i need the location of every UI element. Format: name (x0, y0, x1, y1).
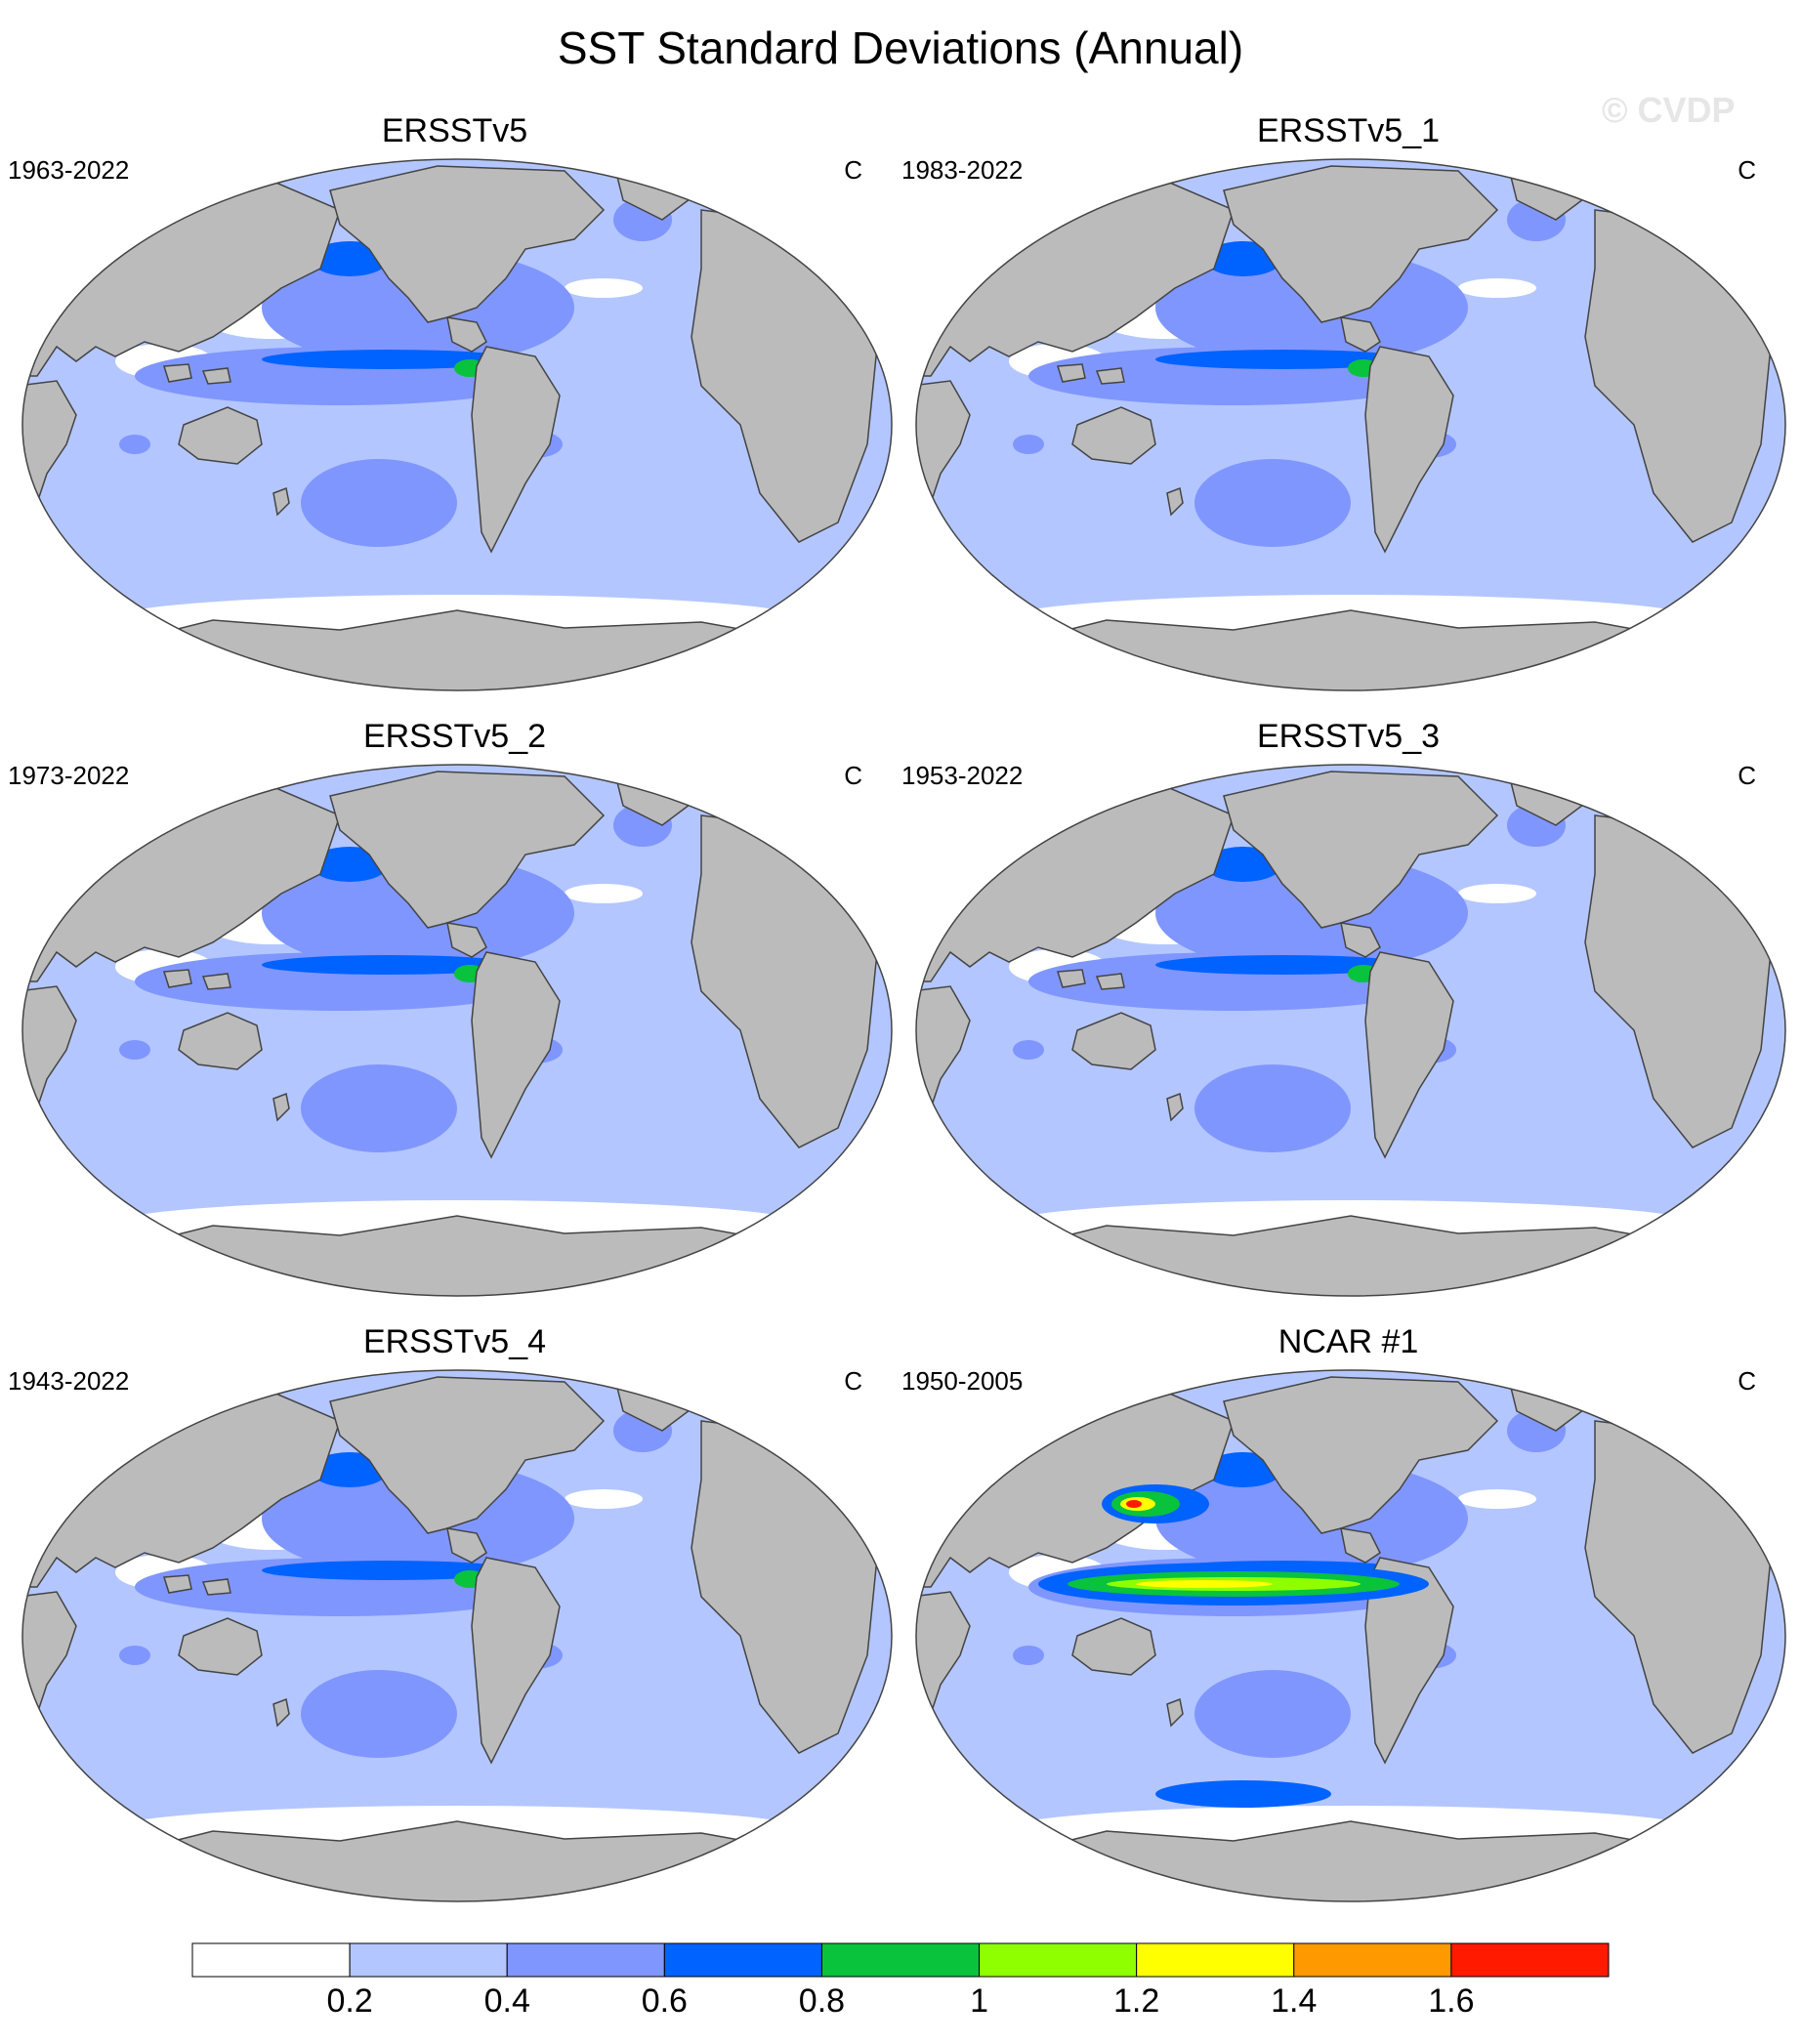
colorbar-swatch (191, 1942, 351, 1978)
map-panel: ERSSTv5_4 1943-2022 C (8, 1323, 901, 1865)
panel-title: ERSSTv5_2 (362, 718, 547, 755)
panel-title: ERSSTv5_1 (1256, 112, 1441, 149)
panel-title: ERSSTv5 (381, 112, 528, 149)
colorbar-label: 0.6 (641, 1982, 688, 2020)
world-map-ncar (911, 1362, 1790, 1909)
colorbar-swatch (506, 1942, 665, 1978)
panel-title: ERSSTv5_3 (1256, 718, 1441, 755)
panel-unit: C (844, 155, 862, 185)
colorbar-swatch (1450, 1942, 1610, 1978)
map-panel: ERSSTv5_3 1953-2022 C (901, 718, 1795, 1260)
colorbar-label: 1.6 (1428, 1982, 1475, 2020)
colorbar-label: 1.2 (1113, 1982, 1160, 2020)
panel-period: 1950-2005 (901, 1366, 1024, 1396)
map-panel: ERSSTv5 1963-2022 C (8, 112, 901, 654)
colorbar-label: 0.8 (798, 1982, 846, 2020)
colorbar-swatch (663, 1942, 822, 1978)
world-map (18, 757, 897, 1304)
colorbar-swatch (820, 1942, 981, 1978)
panel-period: 1953-2022 (901, 761, 1024, 790)
world-map (18, 1362, 897, 1909)
colorbar-swatch (1136, 1942, 1295, 1978)
panel-period: 1983-2022 (901, 155, 1024, 185)
colorbar-swatch (979, 1942, 1138, 1978)
panel-period: 1963-2022 (8, 155, 130, 185)
figure-title: SST Standard Deviations (Annual) (557, 22, 1244, 73)
panel-title: NCAR #1 (1277, 1323, 1419, 1360)
map-panel: ERSSTv5_1 1983-2022 C (901, 112, 1795, 654)
map-panel: ERSSTv5_2 1973-2022 C (8, 718, 901, 1260)
panel-unit: C (1738, 1366, 1756, 1396)
colorbar-label: 0.4 (483, 1982, 530, 2020)
world-map (911, 151, 1790, 698)
colorbar-swatch (1293, 1942, 1452, 1978)
map-panel: NCAR #1 1950-2005 C (901, 1323, 1795, 1865)
world-map (18, 151, 897, 698)
panel-unit: C (1738, 761, 1756, 790)
colorbar-label: 1.4 (1271, 1982, 1318, 2020)
world-map (911, 757, 1790, 1304)
panel-period: 1943-2022 (8, 1366, 130, 1396)
panel-unit: C (844, 761, 862, 790)
panel-unit: C (1738, 155, 1756, 185)
panel-period: 1973-2022 (8, 761, 130, 790)
colorbar-label: 0.2 (326, 1982, 373, 2020)
colorbar (191, 1942, 1610, 1978)
panel-unit: C (844, 1366, 862, 1396)
colorbar-swatch (349, 1942, 508, 1978)
panel-title: ERSSTv5_4 (362, 1323, 547, 1360)
colorbar-label: 1 (970, 1982, 989, 2020)
watermark: © CVDP (1602, 90, 1736, 130)
